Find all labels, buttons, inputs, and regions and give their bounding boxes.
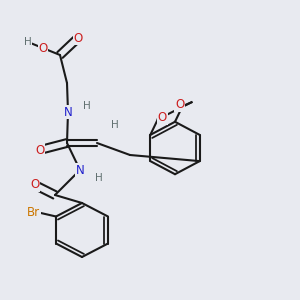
Text: N: N xyxy=(64,106,72,118)
Text: H: H xyxy=(111,120,119,130)
Text: Br: Br xyxy=(27,206,40,218)
Text: O: O xyxy=(38,41,48,55)
Text: H: H xyxy=(24,37,32,47)
Text: O: O xyxy=(30,178,40,191)
Text: O: O xyxy=(35,143,45,157)
Text: O: O xyxy=(158,111,167,124)
Text: O: O xyxy=(175,98,184,111)
Text: H: H xyxy=(83,101,91,111)
Text: O: O xyxy=(74,32,82,44)
Text: N: N xyxy=(76,164,84,176)
Text: H: H xyxy=(95,173,103,183)
